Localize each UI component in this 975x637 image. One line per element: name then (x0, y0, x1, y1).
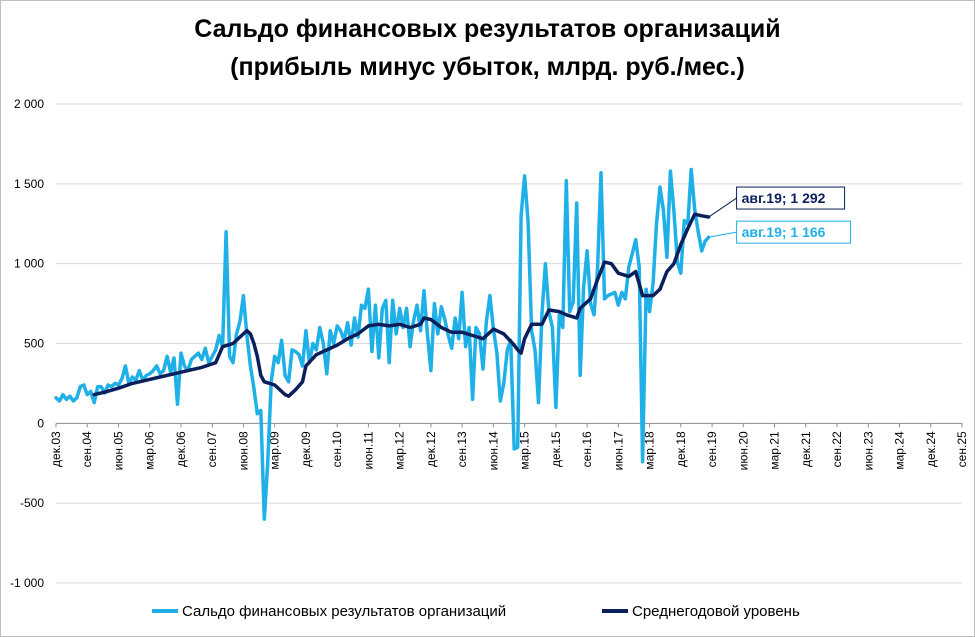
annotation-label: авг.19; 1 292 (742, 190, 826, 206)
chart-title-line2: (прибыль минус убыток, млрд. руб./мес.) (230, 53, 745, 81)
chart-title-line1: Сальдо финансовых результатов организаци… (194, 15, 781, 43)
legend-label: Сальдо финансовых результатов организаци… (182, 603, 506, 620)
x-tick-label: сен.22 (830, 431, 844, 467)
x-tick-label: сен.10 (330, 431, 344, 467)
x-tick-label: мар.12 (393, 431, 407, 470)
x-tick-label: сен.16 (580, 431, 594, 467)
x-tick-label: мар.24 (893, 431, 907, 470)
x-tick-label: июн.14 (486, 431, 500, 470)
y-tick-label: 500 (24, 337, 44, 351)
x-tick-label: июн.20 (736, 431, 750, 470)
x-tick-label: дек.21 (799, 431, 813, 467)
x-tick-label: мар.06 (143, 431, 157, 470)
y-tick-label: 1 000 (14, 257, 44, 271)
annotation-leader (708, 197, 737, 218)
series-line-average (92, 212, 711, 398)
x-tick-label: сен.25 (955, 431, 969, 467)
y-tick-label: 2 000 (14, 97, 44, 111)
x-tick-label: мар.09 (268, 431, 282, 470)
x-tick-label: дек.24 (924, 431, 938, 467)
x-tick-label: дек.12 (424, 431, 438, 467)
y-tick-label: -500 (20, 496, 44, 510)
annotation-leader (708, 231, 737, 238)
x-tick-label: сен.19 (705, 431, 719, 467)
annotation-box (736, 186, 846, 210)
legend-label: Среднегодовой уровень (632, 603, 800, 620)
x-tick-label: дек.18 (674, 431, 688, 467)
x-tick-label: дек.09 (299, 431, 313, 467)
x-tick-label: дек.03 (49, 431, 63, 467)
x-tick-label: мар.18 (643, 431, 657, 470)
x-tick-label: сен.04 (80, 431, 94, 467)
chart-title: Сальдо финансовых результатов организаци… (0, 10, 975, 86)
x-tick-label: июн.08 (236, 431, 250, 470)
x-tick-label: июн.17 (611, 431, 625, 470)
y-tick-label: 0 (37, 416, 44, 430)
x-tick-label: июн.23 (861, 431, 875, 470)
x-tick-label: июн.05 (111, 431, 125, 470)
y-tick-label: -1 000 (10, 576, 44, 590)
x-tick-label: мар.15 (518, 431, 532, 470)
x-tick-label: июн.11 (361, 431, 375, 469)
y-tick-label: 1 500 (14, 177, 44, 191)
annotation-box (736, 220, 852, 244)
x-tick-label: мар.21 (768, 431, 782, 470)
x-tick-label: сен.13 (455, 431, 469, 467)
series-line-balance (54, 167, 711, 521)
x-tick-label: сен.07 (205, 431, 219, 467)
x-tick-label: дек.15 (549, 431, 563, 467)
x-tick-label: дек.06 (174, 431, 188, 467)
annotation-label: авг.19; 1 166 (742, 224, 826, 240)
